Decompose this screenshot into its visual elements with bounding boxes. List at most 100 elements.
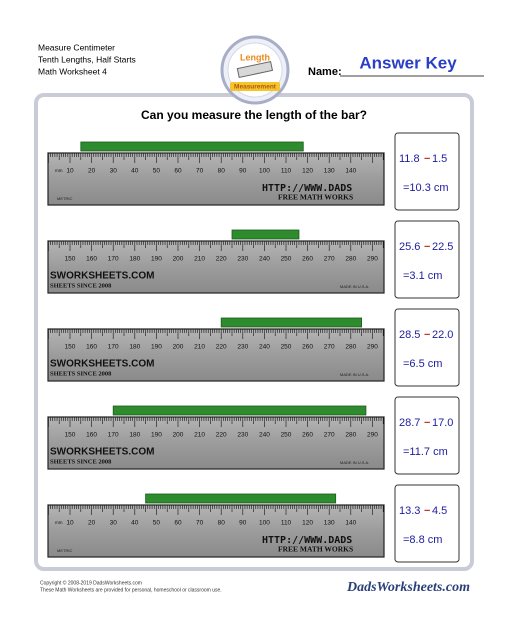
ruler-brand: SHEETS SINCE 2008 <box>50 282 112 289</box>
ruler-label: 250 <box>281 344 292 351</box>
answer-key: Answer Key <box>359 53 457 72</box>
ruler-small: METRIC <box>57 196 72 201</box>
logo-ruler <box>236 60 274 79</box>
ruler-label: 170 <box>108 432 119 439</box>
copyright: Copyright © 2008-2019 DadsWorksheets.com <box>40 579 142 586</box>
logo: Length Measurement <box>220 35 290 105</box>
ruler-label: 260 <box>302 432 313 439</box>
ruler-label: 230 <box>237 344 248 351</box>
measured-bar <box>80 141 304 152</box>
ruler-label: 130 <box>324 168 335 175</box>
ruler-label: 170 <box>108 344 119 351</box>
answer-result: =10.3 cm <box>403 182 449 194</box>
ruler-label: 290 <box>367 344 378 351</box>
ruler-label: 10 <box>66 520 74 527</box>
ruler-label: 240 <box>259 344 270 351</box>
ruler-label: 230 <box>237 256 248 263</box>
ruler-label: 240 <box>259 256 270 263</box>
ruler-label: 230 <box>237 432 248 439</box>
answer-operator: − <box>424 505 430 517</box>
header-line: Measure Centimeter <box>38 42 115 52</box>
problem: 10 20 30 40 50 60 70 80 90 100 110 120 130 140 mm HTTP:… <box>47 484 460 563</box>
answer-result: =6.5 cm <box>403 358 442 370</box>
ruler-label: 260 <box>302 256 313 263</box>
answer-result: =3.1 cm <box>403 270 442 282</box>
answer-operator: − <box>424 241 430 253</box>
ruler-small: MADE IN U.S.A. <box>340 372 369 377</box>
ruler-label: 120 <box>302 168 313 175</box>
measured-bar <box>220 317 362 328</box>
problem: 150 160 170 180 190 200 210 220 230 240 250 260 270 2… <box>47 396 460 475</box>
ruler-ticks: 150 160 170 180 190 200 210 220 230 240 250 260 270 2… <box>48 241 384 263</box>
ruler-label: 30 <box>110 520 118 527</box>
answer-operator: − <box>424 329 430 341</box>
answer-start: 17.0 <box>432 417 453 429</box>
ruler-label: 210 <box>194 344 205 351</box>
ruler-label: 40 <box>131 520 139 527</box>
ruler-label: 220 <box>216 256 227 263</box>
logo-band <box>230 82 280 91</box>
footer-brand: DadsWorksheets.com <box>346 580 470 595</box>
ruler-label: 220 <box>216 344 227 351</box>
ruler-label: 20 <box>88 168 96 175</box>
answer-operator: − <box>424 417 430 429</box>
ruler-brand: SWORKSHEETS.COM <box>50 271 154 282</box>
header-line: Tenth Lengths, Half Starts <box>38 54 136 64</box>
ruler-unit: mm <box>55 520 63 525</box>
question: Can you measure the length of the bar? <box>141 108 367 122</box>
ruler-label: 100 <box>259 168 270 175</box>
answer-end: 11.8 <box>399 153 420 165</box>
answer-end: 13.3 <box>399 505 420 517</box>
ruler-brand: SHEETS SINCE 2008 <box>50 370 112 377</box>
measured-bar <box>231 229 300 240</box>
ruler-label: 280 <box>345 344 356 351</box>
ruler-label: 160 <box>86 432 97 439</box>
ruler-brand: SWORKSHEETS.COM <box>50 359 154 370</box>
ruler-label: 20 <box>88 520 96 527</box>
ruler-small: MADE IN U.S.A. <box>340 284 369 289</box>
ruler-label: 180 <box>129 344 140 351</box>
answer-box <box>394 484 460 563</box>
ruler-brand: FREE MATH WORKS <box>278 193 353 202</box>
ruler-label: 290 <box>367 432 378 439</box>
ruler-brand: HTTP://WWW.DADS <box>262 535 352 546</box>
ruler-label: 180 <box>129 256 140 263</box>
ruler-brand: HTTP://WWW.DADS <box>262 183 352 194</box>
ruler-label: 60 <box>174 520 182 527</box>
name-label: Name: <box>308 66 342 78</box>
ruler-label: 140 <box>345 168 356 175</box>
answer-result: =8.8 cm <box>403 534 442 546</box>
ruler-brand: SHEETS SINCE 2008 <box>50 458 112 465</box>
answer-start: 4.5 <box>432 505 447 517</box>
logo-title: Length <box>240 52 270 62</box>
ruler-label: 50 <box>153 520 161 527</box>
answer-start: 1.5 <box>432 153 447 165</box>
ruler <box>47 504 385 558</box>
ruler-label: 270 <box>324 256 335 263</box>
ruler-ticks: 10 20 30 40 50 60 70 80 90 100 110 120 130 140 <box>48 505 384 527</box>
ruler-label: 190 <box>151 432 162 439</box>
answer-start: 22.5 <box>432 241 453 253</box>
ruler-label: 70 <box>196 520 204 527</box>
measured-bar <box>145 493 337 504</box>
ruler-label: 200 <box>173 256 184 263</box>
ruler-label: 280 <box>345 432 356 439</box>
ruler <box>47 416 385 470</box>
ruler-label: 90 <box>239 168 247 175</box>
ruler-label: 270 <box>324 344 335 351</box>
ruler-label: 190 <box>151 256 162 263</box>
ruler-label: 220 <box>216 432 227 439</box>
answer-end: 25.6 <box>399 241 420 253</box>
answer-end: 28.5 <box>399 329 420 341</box>
ruler-ticks: 10 20 30 40 50 60 70 80 90 100 110 120 130 140 <box>48 153 384 175</box>
answer-box <box>394 308 460 387</box>
answer-operator: − <box>424 153 430 165</box>
ruler-label: 250 <box>281 256 292 263</box>
ruler-label: 260 <box>302 344 313 351</box>
measured-bar <box>112 405 367 416</box>
header-line: Math Worksheet 4 <box>38 66 107 76</box>
ruler-label: 120 <box>302 520 313 527</box>
problem: 10 20 30 40 50 60 70 80 90 100 110 120 130 140 mm HTTP:… <box>47 132 460 211</box>
footer-note: These Math Worksheets are provided for p… <box>40 587 222 593</box>
ruler-small: MADE IN U.S.A. <box>340 460 369 465</box>
